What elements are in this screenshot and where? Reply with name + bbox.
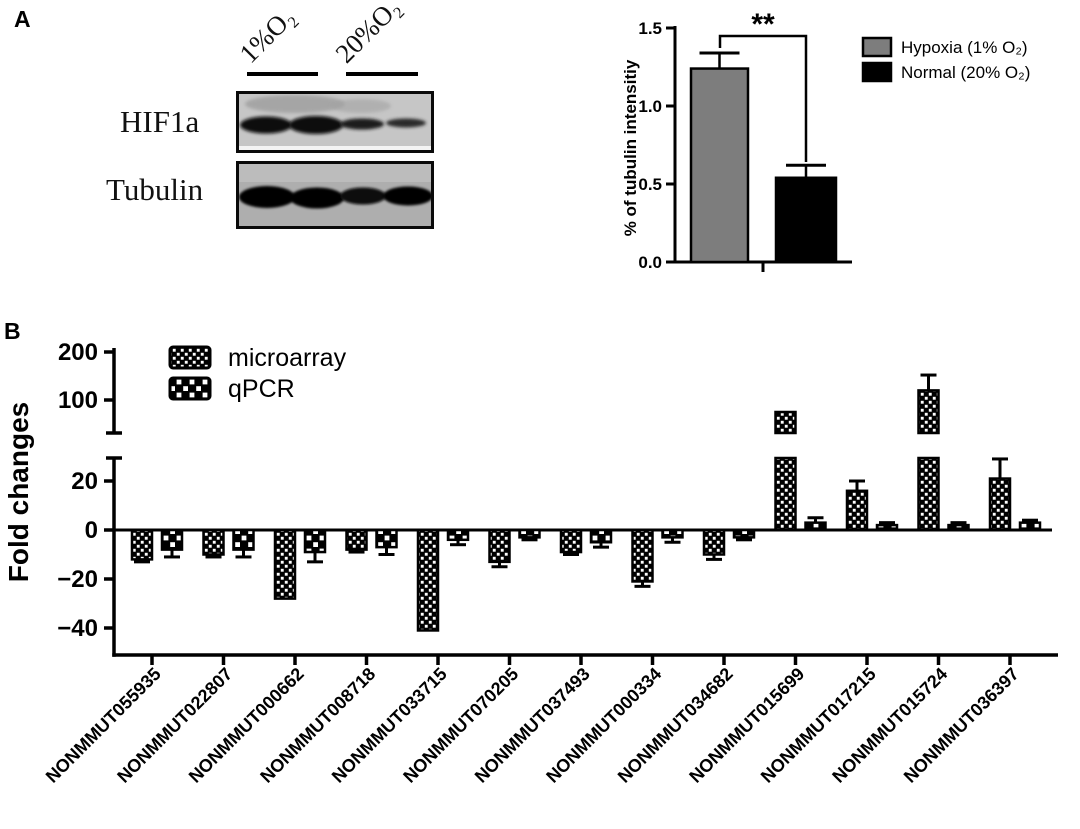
bar-microarray-0	[130, 528, 154, 561]
blot-band-lane3	[340, 187, 386, 205]
significance-bracket	[718, 34, 808, 162]
bar-qpcr-7	[661, 528, 684, 539]
y-tick-label: −40	[57, 615, 98, 642]
y-axis-title: % of tubulin intensitiy	[621, 59, 640, 236]
tubulin-intensity-chart: 0.0 0.5 1.0 1.5 % of tubulin intensitiy ** Hyp…	[621, 8, 1030, 272]
significance-stars: **	[751, 8, 775, 41]
bar-qpcr-3	[375, 528, 398, 549]
blot-image-hif1a	[236, 91, 434, 153]
bar-microarray-8	[702, 528, 726, 556]
blot-band-lane1	[239, 186, 295, 208]
bar-microarray-10	[845, 489, 869, 532]
bar-qpcr-6	[589, 528, 613, 544]
bar-microarray-9-lower	[774, 456, 797, 532]
blot-smear	[245, 95, 345, 113]
blot-image-tubulin	[236, 161, 434, 229]
bar-qpcr-0	[160, 528, 184, 551]
bar-microarray-1	[202, 528, 225, 556]
blot-label-tubulin: Tubulin	[106, 172, 204, 207]
bar-0	[689, 67, 750, 264]
legend-swatch-microarray	[168, 345, 212, 370]
legend-label-1: Normal (20% O₂)	[901, 63, 1030, 82]
blot-condition-label-1pct-o2: 1%O₂	[233, 1, 301, 69]
bar-microarray-7	[631, 528, 654, 583]
bar-qpcr-2	[303, 528, 327, 554]
bar-microarray-11-upper	[917, 389, 940, 435]
panel-b-label: B	[4, 318, 21, 344]
blot-band-lane3	[340, 118, 384, 130]
panel-a-label: A	[14, 6, 31, 32]
bar-qpcr-4	[446, 528, 470, 542]
y-tick-label: 100	[58, 387, 98, 414]
bar-qpcr-8	[732, 528, 756, 539]
blot-band-lane2	[290, 187, 344, 209]
blot-condition-underline-1	[247, 72, 318, 76]
bar-microarray-2	[273, 528, 297, 600]
blot-bottom-gap	[239, 146, 431, 150]
y-tick-label: 0	[85, 517, 98, 544]
legend-label-microarray: microarray	[228, 344, 347, 372]
bar-microarray-11-lower	[917, 456, 940, 532]
bar-qpcr-10	[875, 523, 899, 532]
blot-condition-label-20pct-o2: 20%O₂	[329, 0, 407, 69]
y-tick-label: 20	[71, 468, 98, 495]
blot-tubulin-bands	[239, 164, 431, 226]
legend-swatch-qPCR	[168, 376, 212, 401]
fold-changes-chart: 100 200 −40 −20 0 20 Fold changes microarray qPC…	[3, 339, 1058, 787]
bar-microarray-3	[345, 528, 368, 551]
blot-band-lane1	[240, 116, 292, 134]
legend-label-0: Hypoxia (1% O₂)	[901, 38, 1028, 57]
bar-microarray-4	[416, 528, 440, 632]
blot-band-lane4	[383, 186, 431, 206]
blot-band-lane4	[386, 118, 426, 128]
blot-band-lane2	[289, 116, 343, 134]
y-axis-title: Fold changes	[3, 402, 34, 582]
legend-label-qPCR: qPCR	[228, 375, 295, 403]
legend-swatch-0	[861, 36, 893, 58]
y-tick-label: 1.0	[638, 97, 662, 116]
y-tick-label: 1.5	[638, 19, 662, 38]
y-tick-label: 200	[58, 339, 98, 366]
bar-microarray-12	[988, 477, 1012, 532]
bar-qpcr-12	[1018, 521, 1042, 532]
legend-swatch-1	[861, 61, 893, 83]
x-tick-label-0: NONMMUT055935	[42, 664, 165, 787]
y-tick-label: 0.0	[638, 253, 662, 272]
blot-label-hif1a: HIF1a	[120, 104, 200, 139]
bar-1	[774, 176, 838, 264]
y-tick-label: −20	[57, 566, 98, 593]
bar-microarray-5	[488, 528, 511, 564]
bar-qpcr-11	[947, 523, 970, 532]
blot-condition-underline-2	[346, 72, 418, 76]
bar-qpcr-1	[232, 528, 255, 551]
y-tick-label: 0.5	[638, 175, 662, 194]
bar-microarray-6	[559, 528, 583, 554]
blot-hif1a-bands	[239, 94, 431, 150]
blot-smear	[331, 99, 391, 113]
bar-qpcr-9	[804, 521, 827, 532]
blot-background-top	[239, 164, 431, 182]
bar-qpcr-5	[518, 528, 541, 539]
bar-microarray-9-upper	[774, 410, 797, 435]
